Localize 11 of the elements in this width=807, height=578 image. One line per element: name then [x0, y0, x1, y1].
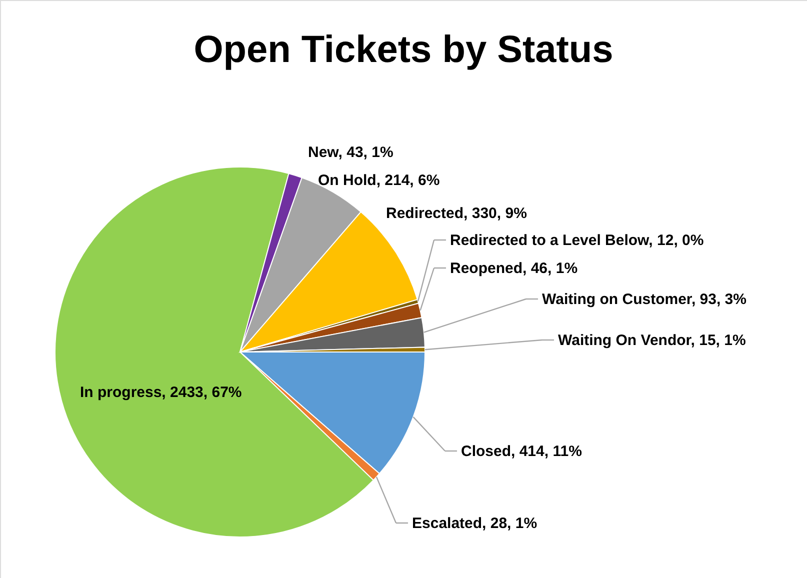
slice-label: Closed, 414, 11%	[461, 443, 582, 460]
slice-label: Waiting On Vendor, 15, 1%	[558, 332, 746, 349]
slice-label: Waiting on Customer, 93, 3%	[542, 291, 746, 308]
slice-label: In progress, 2433, 67%	[80, 384, 242, 401]
slice-label: Escalated, 28, 1%	[412, 515, 538, 532]
slice-label: Redirected, 330, 9%	[386, 205, 527, 222]
slice-label: On Hold, 214, 6%	[318, 172, 440, 189]
slice-label: New, 43, 1%	[308, 144, 394, 161]
slice-label: Redirected to a Level Below, 12, 0%	[450, 232, 704, 249]
chart-title: Open Tickets by Status	[194, 29, 614, 71]
slice-label: Reopened, 46, 1%	[450, 260, 578, 277]
